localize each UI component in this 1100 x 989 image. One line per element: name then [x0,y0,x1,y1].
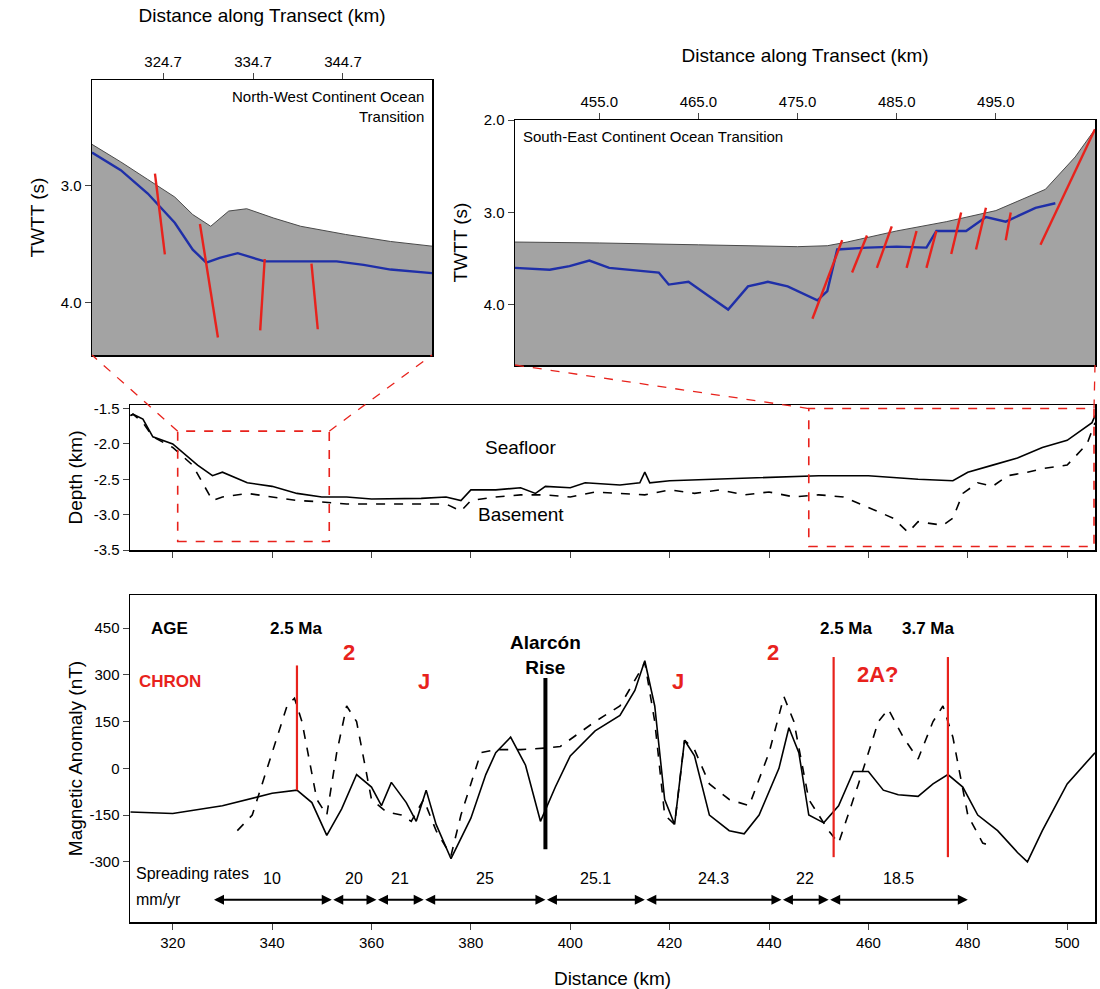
svg-text:360: 360 [359,934,384,951]
svg-text:25.1: 25.1 [580,870,611,887]
svg-text:-300: -300 [89,853,119,870]
svg-text:20: 20 [345,870,363,887]
svg-text:485.0: 485.0 [878,93,916,110]
svg-text:18.5: 18.5 [883,870,914,887]
svg-text:495.0: 495.0 [977,93,1015,110]
svg-text:3.0: 3.0 [61,177,82,194]
svg-text:J: J [672,669,684,694]
svg-text:TWTT (s): TWTT (s) [27,178,48,258]
svg-text:-3.5: -3.5 [94,541,120,558]
svg-text:Spreading rates: Spreading rates [136,865,249,882]
svg-text:334.7: 334.7 [234,53,272,70]
svg-text:475.0: 475.0 [779,93,817,110]
svg-text:Seafloor: Seafloor [485,437,556,458]
svg-text:2: 2 [343,640,355,665]
svg-text:460: 460 [856,934,881,951]
svg-text:500: 500 [1055,934,1080,951]
svg-text:-2.0: -2.0 [94,435,120,452]
svg-text:-2.5: -2.5 [94,471,120,488]
svg-text:South-East Continent Ocean Tra: South-East Continent Ocean Transition [523,128,783,145]
svg-text:2.5 Ma: 2.5 Ma [270,619,323,638]
svg-text:Distance along Transect (km): Distance along Transect (km) [138,5,385,26]
svg-text:AGE: AGE [151,619,188,638]
svg-text:2.0: 2.0 [484,111,505,128]
svg-text:455.0: 455.0 [580,93,618,110]
svg-text:150: 150 [94,713,119,730]
svg-text:324.7: 324.7 [144,53,182,70]
svg-text:450: 450 [94,619,119,636]
svg-text:380: 380 [458,934,483,951]
svg-text:-1.5: -1.5 [94,400,120,417]
svg-text:4.0: 4.0 [484,296,505,313]
svg-text:3.7 Ma: 3.7 Ma [902,619,955,638]
svg-text:300: 300 [94,666,119,683]
svg-text:3.0: 3.0 [484,204,505,221]
svg-text:Distance along Transect (km): Distance along Transect (km) [681,45,928,66]
svg-text:2.5 Ma: 2.5 Ma [820,619,873,638]
svg-text:Depth (km): Depth (km) [65,431,86,525]
svg-text:22: 22 [796,870,814,887]
svg-text:10: 10 [263,870,281,887]
svg-text:AlarcónRise: AlarcónRise [510,632,581,678]
svg-text:CHRON: CHRON [139,672,201,691]
svg-text:24.3: 24.3 [698,870,729,887]
svg-text:344.7: 344.7 [324,53,362,70]
svg-text:TWTT (s): TWTT (s) [450,203,471,283]
svg-text:0: 0 [111,760,119,777]
svg-text:25: 25 [476,870,494,887]
svg-text:440: 440 [757,934,782,951]
svg-text:320: 320 [160,934,185,951]
svg-text:340: 340 [260,934,285,951]
svg-text:Magnetic Anomaly (nT): Magnetic Anomaly (nT) [65,661,86,856]
svg-text:North-West Continent OceanTran: North-West Continent OceanTransition [232,88,424,125]
svg-text:4.0: 4.0 [61,294,82,311]
svg-text:465.0: 465.0 [680,93,718,110]
svg-text:400: 400 [558,934,583,951]
svg-text:Distance (km): Distance (km) [554,968,671,989]
svg-text:480: 480 [955,934,980,951]
svg-text:21: 21 [391,870,409,887]
svg-text:-150: -150 [89,806,119,823]
svg-text:mm/yr: mm/yr [136,891,181,908]
svg-text:-3.0: -3.0 [94,506,120,523]
svg-text:420: 420 [657,934,682,951]
svg-text:Basement: Basement [478,504,564,525]
svg-text:2A?: 2A? [857,662,899,687]
svg-text:2: 2 [767,640,779,665]
svg-text:J: J [418,669,430,694]
